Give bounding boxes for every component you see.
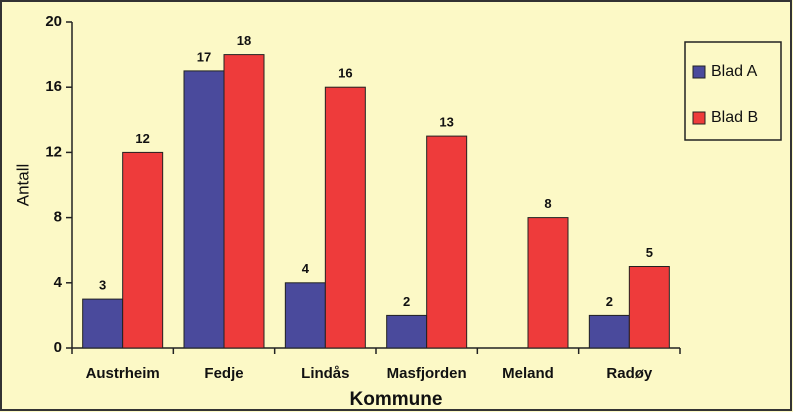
legend-swatch [692, 111, 706, 125]
legend-label: Blad B [711, 109, 758, 126]
bar [223, 54, 265, 349]
y-tick-label: 8 [54, 209, 62, 226]
legend-label: Blad A [711, 63, 758, 80]
y-tick-label: 12 [45, 143, 62, 160]
y-tick-label: 4 [54, 274, 63, 291]
bar [628, 266, 670, 349]
bar [426, 135, 468, 349]
bar [588, 314, 630, 349]
bar [183, 70, 225, 349]
data-label: 5 [646, 245, 653, 260]
x-tick-label: Fedje [204, 365, 243, 382]
data-label: 2 [403, 294, 410, 309]
bar [122, 151, 164, 349]
y-tick-label: 0 [54, 339, 62, 356]
x-tick-label: Meland [502, 365, 554, 382]
data-label: 16 [338, 66, 352, 81]
data-label: 4 [302, 261, 310, 276]
data-label: 17 [197, 49, 211, 64]
bar [324, 86, 366, 349]
bar [527, 217, 569, 349]
data-label: 3 [99, 278, 106, 293]
bar [284, 282, 326, 349]
x-tick-label: Radøy [606, 365, 653, 382]
y-axis-label: Antall [13, 164, 32, 207]
y-tick-label: 20 [45, 13, 62, 30]
bar [82, 298, 124, 349]
data-label: 2 [606, 294, 613, 309]
legend-swatch [692, 65, 706, 79]
x-tick-label: Lindås [301, 365, 349, 382]
y-tick-label: 16 [45, 78, 62, 95]
x-tick-label: Austrheim [86, 365, 160, 382]
data-label: 18 [237, 33, 251, 48]
data-label: 12 [135, 131, 149, 146]
bar [386, 314, 428, 349]
data-label: 13 [439, 115, 453, 130]
x-tick-label: Masfjorden [387, 365, 467, 382]
x-axis-label: Kommune [350, 389, 443, 410]
data-label: 8 [544, 196, 551, 211]
legend-box [684, 41, 782, 141]
